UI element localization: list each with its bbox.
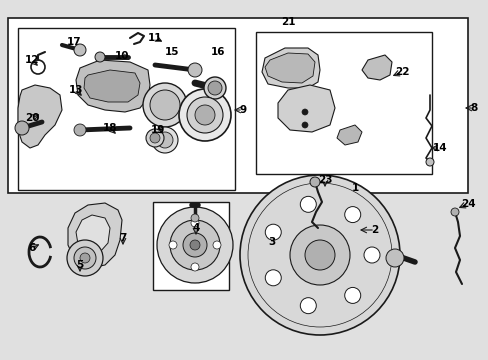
Circle shape (191, 263, 199, 271)
Circle shape (152, 127, 178, 153)
Text: 17: 17 (66, 37, 81, 47)
Circle shape (300, 196, 316, 212)
Circle shape (170, 220, 220, 270)
Circle shape (302, 122, 307, 128)
Text: 22: 22 (394, 67, 408, 77)
Circle shape (190, 240, 200, 250)
Polygon shape (84, 70, 140, 102)
Circle shape (300, 298, 316, 314)
Polygon shape (18, 85, 62, 148)
Text: 5: 5 (76, 260, 83, 270)
Circle shape (289, 225, 349, 285)
Polygon shape (76, 60, 150, 112)
Circle shape (240, 175, 399, 335)
Circle shape (187, 63, 202, 77)
Circle shape (385, 249, 403, 267)
Text: 21: 21 (280, 17, 295, 27)
Polygon shape (68, 203, 122, 268)
Circle shape (150, 90, 180, 120)
Circle shape (305, 240, 334, 270)
Text: 9: 9 (239, 105, 246, 115)
Circle shape (186, 97, 223, 133)
Circle shape (15, 121, 29, 135)
Circle shape (183, 233, 206, 257)
Circle shape (146, 129, 163, 147)
Circle shape (302, 109, 307, 115)
Circle shape (363, 247, 379, 263)
Circle shape (179, 89, 230, 141)
Circle shape (95, 52, 105, 62)
Polygon shape (336, 125, 361, 145)
Polygon shape (262, 48, 319, 88)
Text: 18: 18 (102, 123, 117, 133)
Text: 8: 8 (469, 103, 477, 113)
Polygon shape (264, 53, 314, 83)
Text: 3: 3 (268, 237, 275, 247)
Text: 1: 1 (351, 183, 358, 193)
Text: 7: 7 (119, 233, 126, 243)
Circle shape (213, 241, 221, 249)
Circle shape (142, 83, 186, 127)
Circle shape (264, 224, 281, 240)
Circle shape (425, 158, 433, 166)
Text: 16: 16 (210, 47, 225, 57)
Bar (153, 202, 228, 290)
Bar (8, 18, 467, 193)
Circle shape (191, 214, 199, 222)
Circle shape (169, 241, 177, 249)
Circle shape (264, 270, 281, 286)
Text: 24: 24 (460, 199, 474, 209)
Circle shape (195, 105, 215, 125)
Bar (18, 28, 235, 190)
Bar (256, 32, 431, 174)
Circle shape (344, 207, 360, 222)
Text: 19: 19 (150, 125, 165, 135)
Polygon shape (278, 85, 334, 132)
Text: 15: 15 (164, 47, 179, 57)
Circle shape (74, 247, 96, 269)
Circle shape (191, 219, 199, 227)
Circle shape (203, 77, 225, 99)
Text: 4: 4 (192, 223, 199, 233)
Circle shape (74, 44, 86, 56)
Circle shape (344, 287, 360, 303)
Polygon shape (361, 55, 391, 80)
Text: 6: 6 (28, 243, 36, 253)
Circle shape (157, 207, 232, 283)
Text: 14: 14 (432, 143, 447, 153)
Circle shape (80, 253, 90, 263)
Text: 10: 10 (115, 51, 129, 61)
Text: 20: 20 (25, 113, 39, 123)
Circle shape (207, 81, 222, 95)
Text: 12: 12 (25, 55, 39, 65)
Text: 23: 23 (317, 175, 331, 185)
Circle shape (150, 133, 160, 143)
Circle shape (309, 177, 319, 187)
Circle shape (67, 240, 103, 276)
Circle shape (74, 124, 86, 136)
Text: 11: 11 (147, 33, 162, 43)
Text: 2: 2 (370, 225, 378, 235)
Circle shape (450, 208, 458, 216)
Circle shape (157, 132, 173, 148)
Polygon shape (76, 215, 110, 253)
Text: 13: 13 (69, 85, 83, 95)
